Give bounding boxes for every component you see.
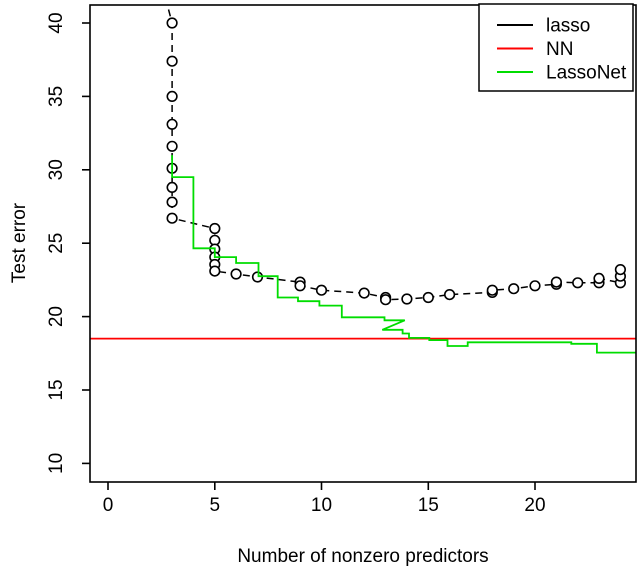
x-tick-label: 5 [210,495,221,516]
x-tick-label: 20 [524,495,545,516]
legend-label-lassonet: LassoNet [546,63,627,84]
lasso-point [358,287,370,299]
lasso-point [294,280,306,292]
x-tick-label: 15 [418,495,439,516]
lasso-point [166,140,178,152]
y-tick-label: 40 [46,12,67,33]
lasso-point [166,181,178,193]
y-axis-title: Test error [9,202,30,283]
lasso-point [444,289,456,301]
lasso-point [166,196,178,208]
lasso-point [614,264,627,276]
lasso-point [209,265,221,277]
y-tick-label: 20 [46,306,67,327]
lasso-point [508,283,520,295]
lasso-point [380,294,392,306]
lasso-point [315,284,328,296]
lasso-point [572,277,584,289]
lasso-point [529,280,541,292]
x-axis-title: Number of nonzero predictors [237,546,488,567]
y-tick-label: 30 [46,159,67,180]
legend-label-lasso: lasso [546,16,590,37]
lasso-point [166,118,178,130]
lasso-point [166,90,178,102]
x-tick-label: 10 [311,495,332,516]
lasso-point [209,222,221,235]
lasso-point [550,276,563,288]
lasso-point [486,284,498,296]
lasso-point [230,268,242,280]
lasso-point [401,293,413,305]
legend-label-nn: NN [546,39,573,60]
lassonet-line [171,155,636,354]
lasso-point [593,272,605,285]
lasso-point [166,17,178,29]
x-tick-label: 0 [103,495,114,516]
lasso-point [422,291,434,304]
y-tick-label: 10 [46,453,67,474]
axes-layer: 0 5 10 15 20 10 15 20 25 30 35 40 [46,12,546,516]
y-tick-label: 35 [46,86,67,107]
y-tick-label: 15 [46,379,67,400]
data-layer [90,5,636,354]
lasso-point [166,212,178,224]
lasso-point [166,55,178,67]
y-tick-label: 25 [46,233,67,254]
